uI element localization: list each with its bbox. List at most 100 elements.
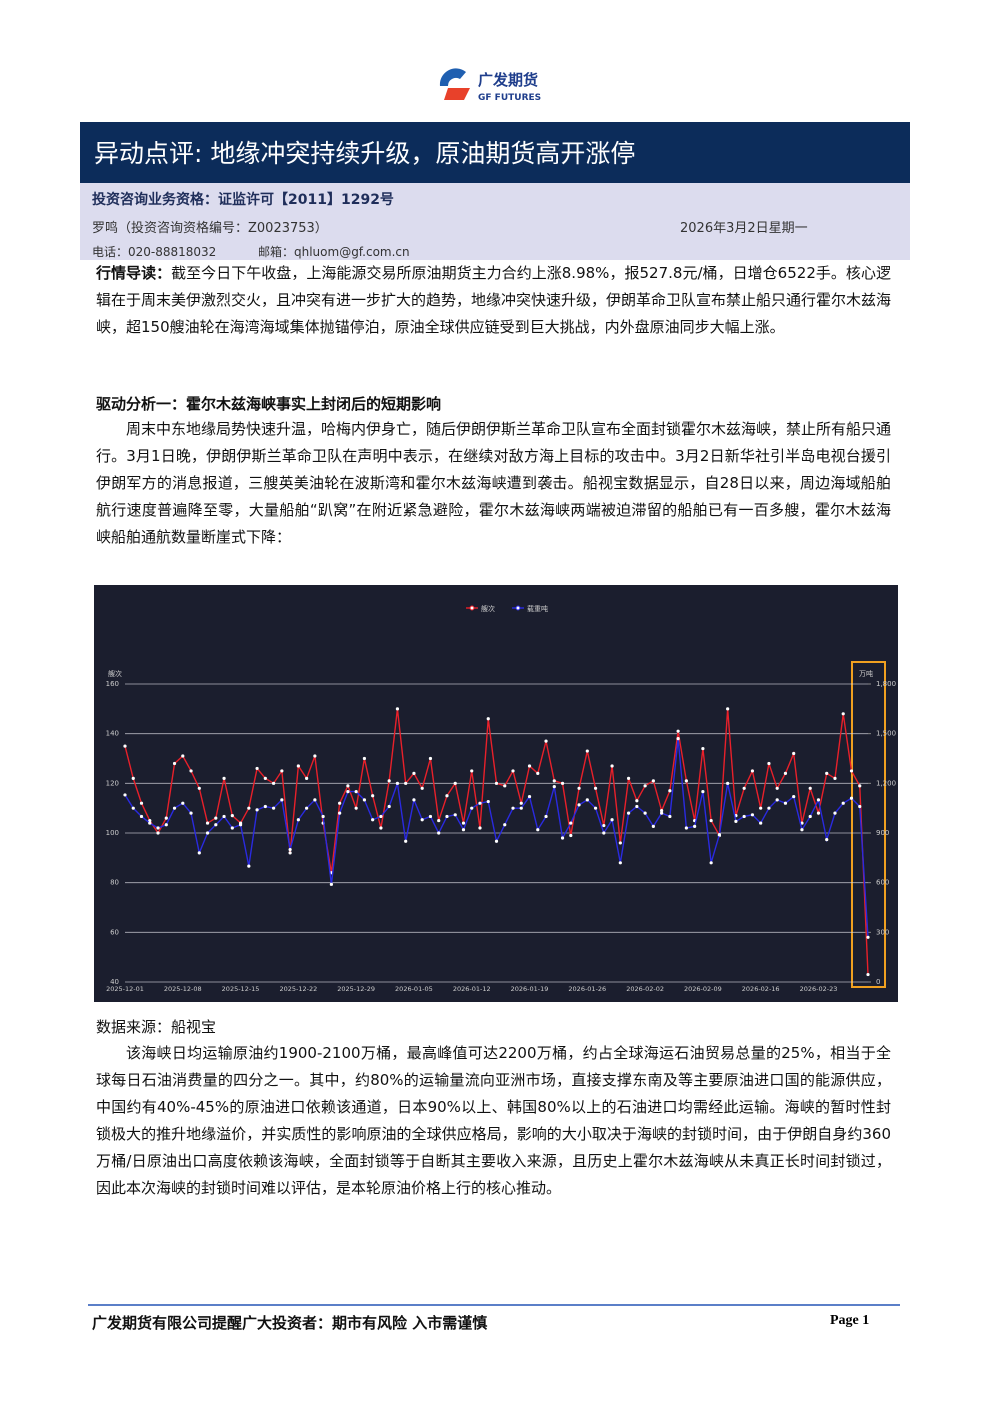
data-point <box>453 781 457 785</box>
data-point <box>478 826 482 830</box>
data-point <box>866 972 870 977</box>
data-point <box>775 786 779 790</box>
x-tick-label: 2025-12-29 <box>337 985 375 993</box>
data-point <box>841 712 845 716</box>
x-tick-label: 2026-01-12 <box>453 985 491 993</box>
logo: 广发期货 GF FUTURES <box>439 68 541 103</box>
data-point <box>247 864 251 868</box>
data-point <box>767 806 771 810</box>
data-point <box>635 799 639 803</box>
data-point <box>626 811 631 815</box>
source: 数据来源：船视宝 <box>96 1018 217 1036</box>
footer-line <box>88 1304 900 1306</box>
data-point <box>709 861 713 865</box>
data-point <box>684 826 688 830</box>
section-heading: 驱动分析一：霍尔木兹海峡事实上封闭后的短期影响 <box>96 395 442 413</box>
data-point <box>486 717 490 721</box>
data-point <box>717 833 722 837</box>
data-point <box>833 776 837 780</box>
data-point <box>412 771 416 775</box>
data-point <box>131 776 135 780</box>
highlight-box <box>851 661 886 988</box>
data-point <box>131 806 135 810</box>
data-point <box>354 806 358 810</box>
data-point <box>255 766 259 771</box>
data-point <box>511 769 515 773</box>
data-point <box>602 831 606 835</box>
data-point <box>181 754 185 758</box>
data-point <box>676 729 680 733</box>
data-point <box>437 818 441 823</box>
y2-tick-label: 1,200 <box>876 779 896 787</box>
data-point <box>346 790 350 794</box>
data-point <box>503 784 507 788</box>
data-point <box>148 821 152 825</box>
data-point <box>792 751 796 756</box>
data-point <box>602 823 606 828</box>
data-point <box>759 821 763 825</box>
data-point <box>734 819 738 824</box>
data-point <box>494 781 499 785</box>
data-point <box>560 781 565 785</box>
data-point <box>684 779 688 783</box>
data-point <box>494 839 499 843</box>
data-point <box>651 824 655 828</box>
intro: 行情导读：截至今日下午收盘，上海能源交易所原油期货主力合约上涨8.98%，报52… <box>96 260 891 341</box>
title: 异动点评: 地缘冲突持续升级，原油期货高开涨停 <box>94 139 636 168</box>
data-point <box>139 814 144 819</box>
legend-dot <box>469 605 475 611</box>
data-point <box>593 806 598 810</box>
data-point <box>272 781 276 785</box>
data-point <box>280 769 284 773</box>
x-tick-label: 2026-01-05 <box>395 985 433 993</box>
data-point <box>759 806 763 810</box>
data-point <box>205 831 210 835</box>
data-point <box>643 811 647 815</box>
data-point <box>560 836 565 840</box>
data-point <box>750 813 755 817</box>
data-point <box>544 739 548 743</box>
data-point <box>569 821 573 825</box>
data-point <box>618 861 622 865</box>
legend-label: 艘次 <box>481 604 495 613</box>
data-point <box>536 828 540 832</box>
data-point <box>222 776 226 780</box>
data-point <box>858 784 862 788</box>
data-point <box>139 801 144 805</box>
data-point <box>387 804 391 809</box>
y2-axis-title: 万吨 <box>859 669 873 678</box>
data-point <box>189 769 193 773</box>
data-point <box>338 801 342 805</box>
data-point <box>321 814 325 819</box>
intro-label: 行情导读： <box>96 264 172 282</box>
data-point <box>478 801 482 805</box>
y-tick-label: 140 <box>106 730 119 738</box>
qualification: 投资咨询业务资格：证监许可【2011】1292号 <box>92 192 394 208</box>
data-point <box>247 806 251 810</box>
paragraph: 该海峡日均运输原油约1900-2100万桶，最高峰值可达2200万桶，约占全球海… <box>96 1044 891 1197</box>
data-point <box>527 794 532 799</box>
data-point <box>775 798 779 802</box>
x-tick-label: 2025-12-22 <box>279 985 317 993</box>
data-point <box>668 814 672 819</box>
y-tick-label: 40 <box>110 978 119 986</box>
data-point <box>816 798 821 802</box>
legend-label: 载重吨 <box>527 604 548 613</box>
footer-notice: 广发期货有限公司提醒广大投资者：期市有风险 入市需谨慎 <box>92 1314 488 1332</box>
data-point <box>371 818 375 822</box>
paragraph: 周末中东地缘局势快速升温，哈梅内伊身亡，随后伊朗伊斯兰革命卫队宣布全面封锁霍尔木… <box>96 420 892 546</box>
y2-tick-label: 0 <box>876 978 880 986</box>
data-point <box>404 781 408 785</box>
y2-tick-label: 1,500 <box>876 730 896 738</box>
data-point <box>618 841 622 845</box>
data-point <box>849 769 854 773</box>
data-point <box>156 831 160 835</box>
data-point <box>296 764 300 768</box>
data-point <box>676 737 680 741</box>
y-tick-label: 120 <box>106 779 119 787</box>
y2-tick-label: 600 <box>876 879 889 887</box>
data-point <box>742 814 746 819</box>
data-point <box>626 776 631 780</box>
data-point <box>437 831 441 835</box>
analyst: 罗鸣（投资咨询资格编号：Z0023753） <box>92 221 328 236</box>
